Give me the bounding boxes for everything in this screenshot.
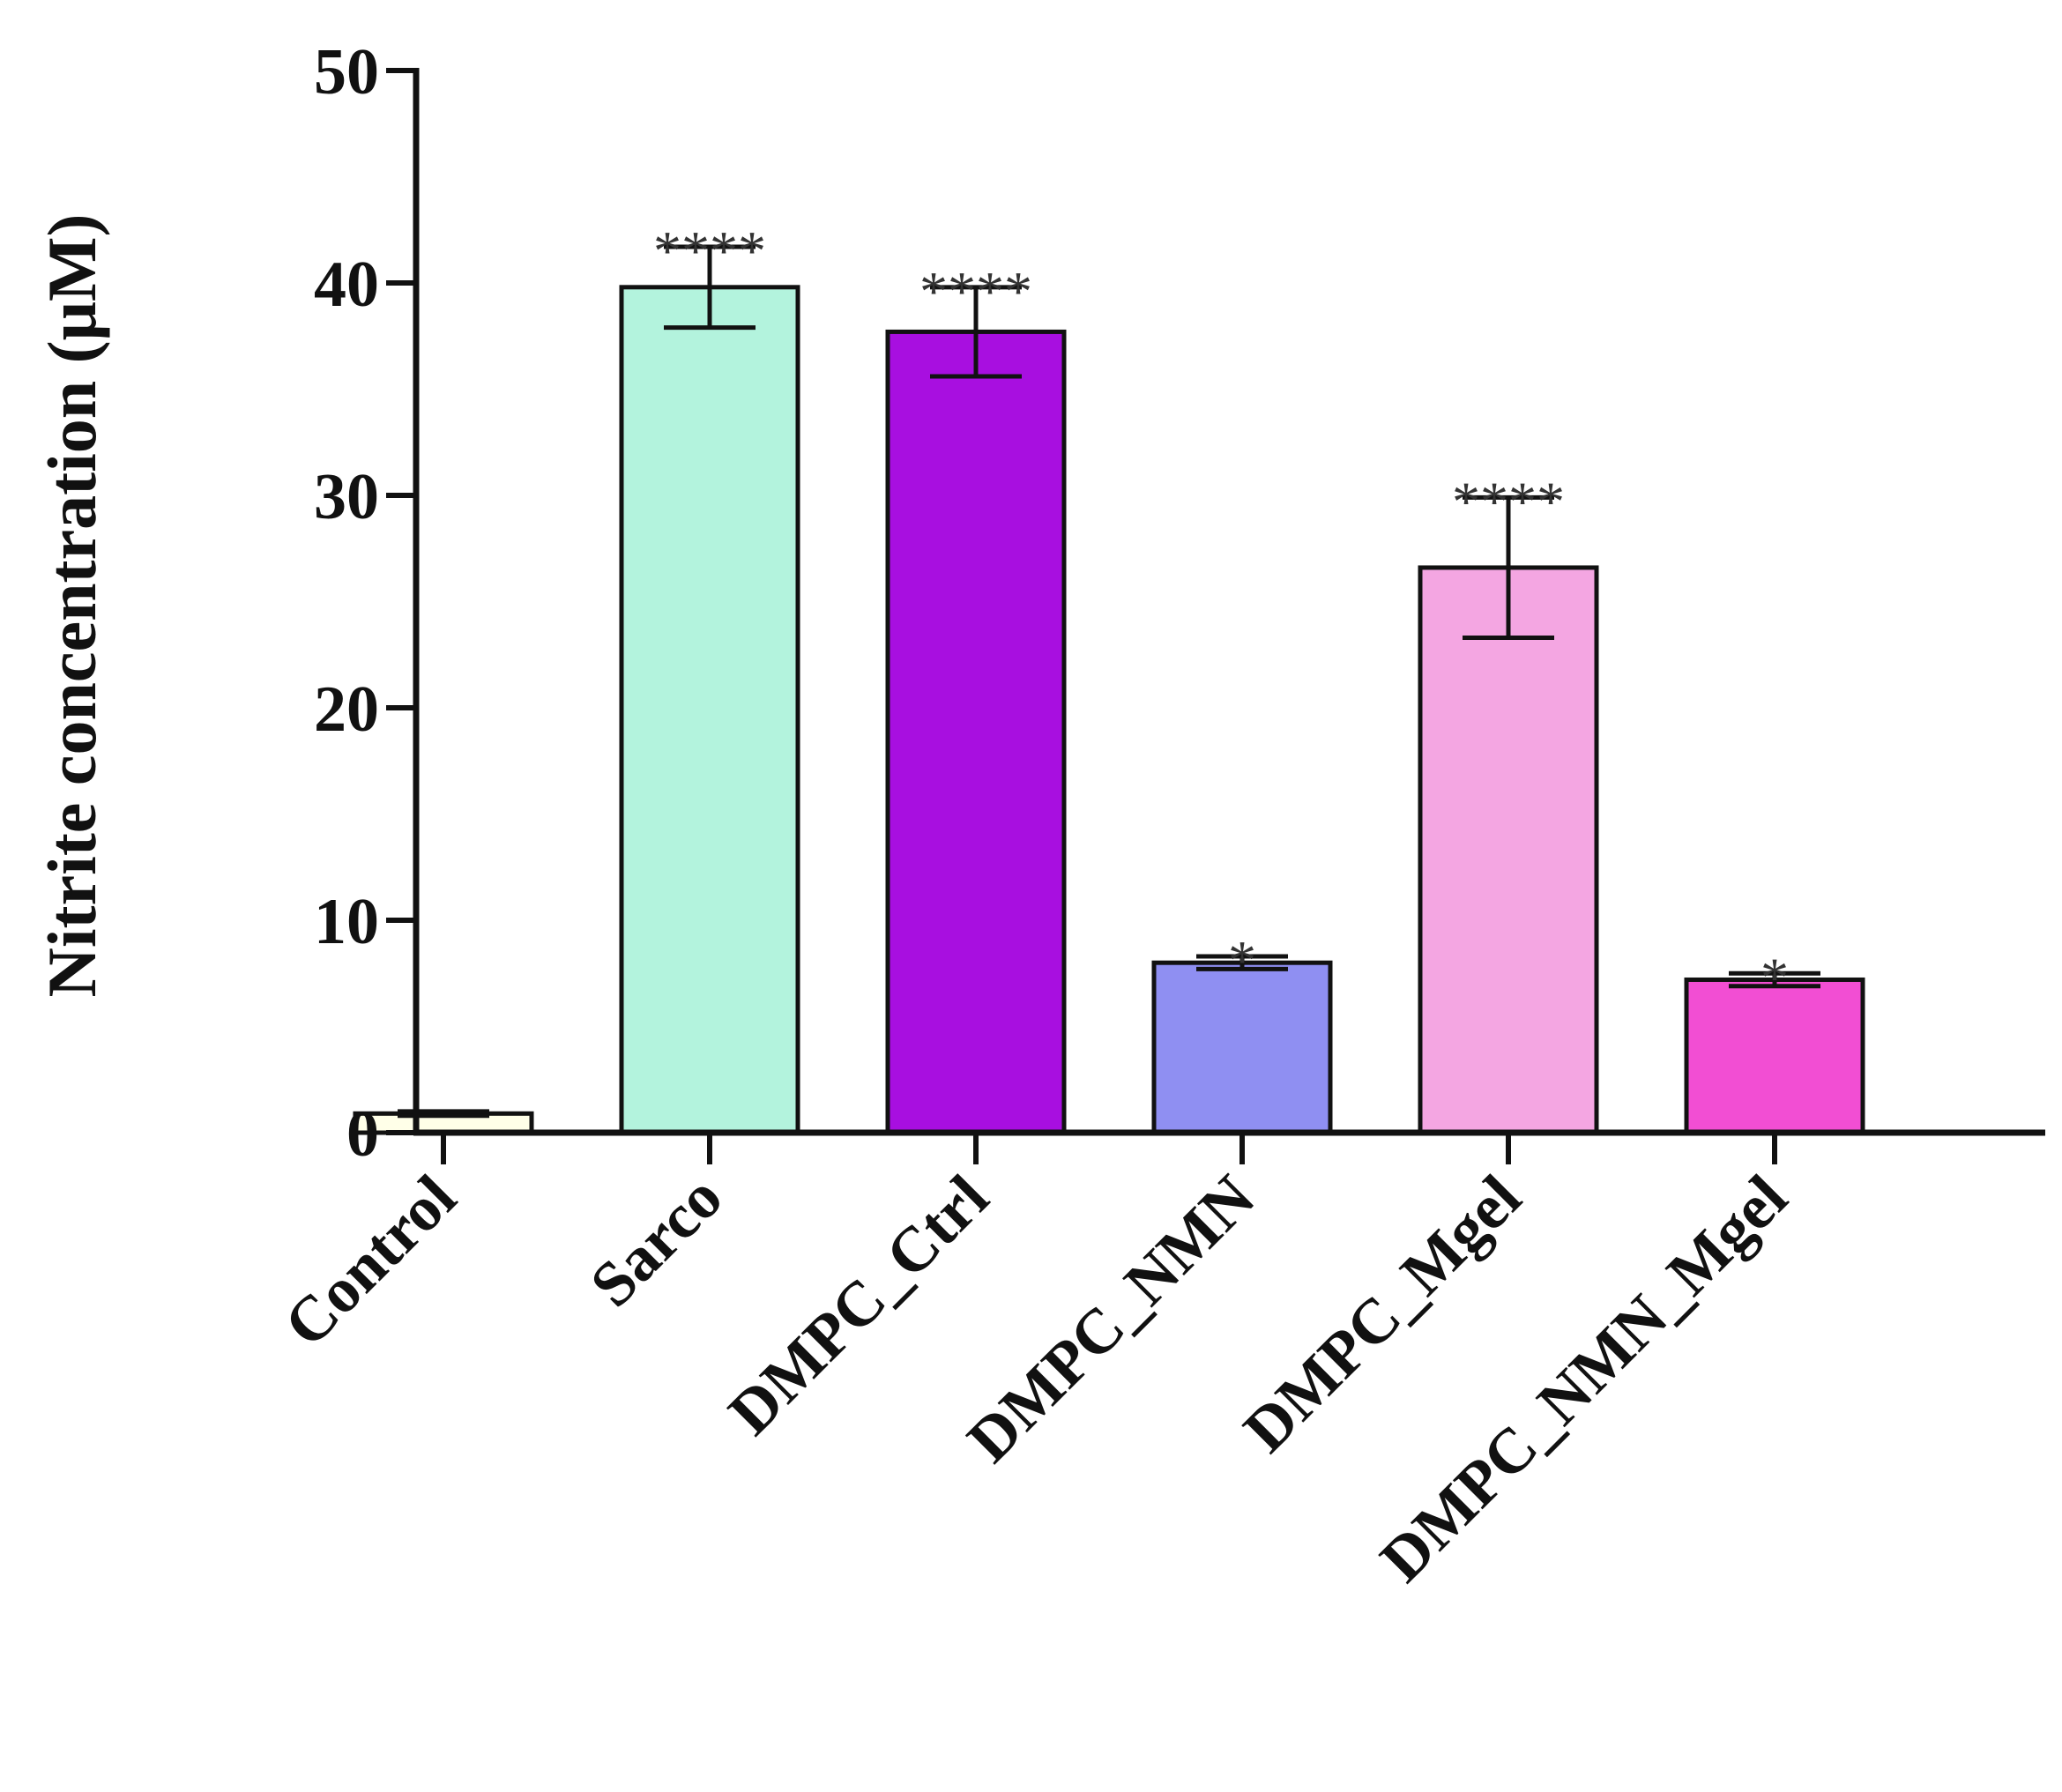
y-tick-label-0: 0 — [346, 1098, 379, 1171]
bar-dmpc-nmn — [1151, 960, 1333, 1135]
y-tick-label-50: 50 — [314, 36, 379, 108]
significance-marker-2: **** — [919, 260, 1032, 323]
bar-sarco — [619, 285, 800, 1135]
y-tick-label-10: 10 — [314, 886, 379, 958]
bar-dmpc-ctrl — [885, 329, 1067, 1135]
x-tick-label-dmpc-nmn: DMPC_NMN — [954, 1162, 1268, 1476]
significance-marker-1: **** — [653, 219, 766, 282]
x-tick-label-control: Control — [271, 1162, 469, 1360]
y-tick-label-30: 30 — [314, 461, 379, 533]
y-tick-label-40: 40 — [314, 249, 379, 321]
significance-marker-5: * — [1761, 946, 1789, 1008]
bar-dmpc-mgel — [1418, 565, 1599, 1135]
significance-marker-4: **** — [1452, 470, 1565, 532]
significance-marker-3: * — [1228, 929, 1256, 992]
bar-dmpc-nmn-mgel — [1684, 977, 1865, 1135]
x-tick-label-dmpc-ctrl: DMPC_Ctrl — [715, 1162, 1001, 1448]
y-axis-label: Nitrite concentration (μM) — [33, 214, 110, 998]
x-tick-label-sarco: Sarco — [577, 1162, 735, 1320]
y-tick-label-20: 20 — [314, 673, 379, 746]
x-tick-label-dmpc-mgel: DMPC_Mgel — [1230, 1162, 1534, 1466]
